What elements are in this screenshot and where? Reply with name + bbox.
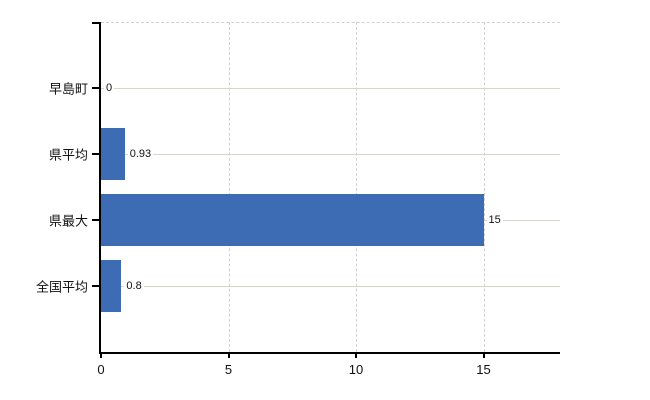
x-tick-label: 5 [224, 362, 233, 377]
category-tick [92, 153, 99, 155]
category-gridline [101, 87, 560, 89]
category-label: 県平均 [48, 147, 88, 163]
value-label: 15 [486, 213, 503, 227]
category-tick [92, 219, 99, 221]
x-axis-tick [355, 352, 357, 358]
plot-area: 0 0.93 15 0.8 0 5 10 15 早島町県平均県最大全国平均 [36, 22, 560, 377]
x-axis-tick [100, 352, 102, 358]
value-label: 0.8 [124, 279, 144, 293]
category-gridline [101, 153, 560, 155]
vertical-gridline [483, 22, 485, 352]
category-tick [92, 285, 99, 287]
category-label: 県最大 [48, 213, 88, 229]
value-label: 0 [104, 81, 115, 95]
category-label: 早島町 [48, 81, 88, 97]
category-gridline [101, 285, 560, 287]
x-tick-label: 10 [348, 362, 364, 377]
x-tick-label: 0 [97, 362, 105, 377]
category-label: 全国平均 [35, 279, 88, 295]
category-tick [92, 87, 99, 89]
y-axis-end-tick [92, 22, 99, 24]
bar [101, 194, 484, 246]
x-axis-tick [227, 352, 230, 358]
x-axis-line [99, 352, 560, 354]
y-axis-line [99, 22, 101, 352]
bar [101, 128, 125, 180]
x-tick-label: 15 [476, 362, 491, 377]
value-label: 0.93 [127, 147, 154, 161]
vertical-gridline [356, 22, 357, 352]
bar [101, 260, 122, 312]
x-axis-tick [482, 352, 485, 358]
vertical-gridline [228, 22, 230, 352]
plot-top-border [101, 22, 560, 23]
